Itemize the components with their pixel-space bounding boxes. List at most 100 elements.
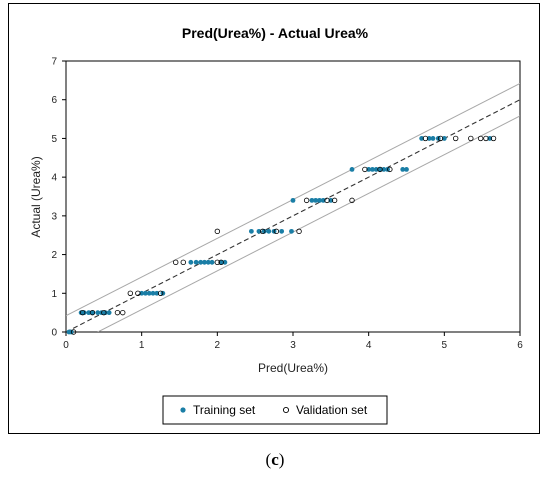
legend-marker-training: [180, 407, 186, 413]
caption-close: ): [278, 450, 285, 469]
x-tick-label: 4: [366, 340, 372, 351]
validation-point: [89, 309, 96, 316]
y-tick-label: 1: [51, 289, 57, 300]
chart-frame: [8, 3, 540, 434]
validation-point: [377, 166, 383, 173]
training-point: [370, 167, 375, 172]
training-point: [205, 259, 211, 265]
training-point: [441, 136, 447, 141]
validation-point: [120, 309, 126, 316]
training-point: [193, 259, 199, 265]
figure-caption: (c): [0, 450, 550, 470]
validation-point: [214, 259, 221, 266]
training-point: [320, 197, 326, 203]
validation-point: [260, 228, 266, 235]
training-point: [146, 290, 152, 296]
validation-point: [422, 135, 429, 142]
validation-point: [477, 135, 484, 142]
training-point: [373, 167, 379, 172]
training-point: [290, 197, 296, 203]
y-tick-label: 3: [51, 211, 57, 222]
scatter-chart: Pred(Urea%) - Actual Urea% 0 1 2 3 4 5 6 0 1 2 3 4…: [29, 25, 523, 425]
training-point: [256, 228, 262, 234]
validation-point: [362, 166, 368, 173]
x-tick-label: 0: [63, 340, 69, 351]
reference-lines: [66, 83, 520, 332]
validation-point: [173, 259, 179, 266]
training-point: [209, 259, 215, 265]
caption-letter: c: [271, 450, 279, 469]
training-point: [366, 167, 372, 172]
chart-title: Pred(Urea%) - Actual Urea%: [182, 25, 369, 41]
validation-point: [468, 135, 474, 142]
validation-point: [303, 197, 310, 204]
training-point: [198, 259, 204, 265]
training-point: [143, 290, 148, 296]
validation-point: [296, 228, 302, 235]
training-point: [309, 197, 315, 203]
training-point: [139, 290, 145, 296]
data-points: [66, 135, 497, 335]
legend: Training set Validation set: [162, 395, 388, 425]
x-tick-label: 5: [442, 340, 448, 351]
x-tick-label: 2: [215, 340, 221, 351]
x-tick-label: 6: [517, 340, 523, 351]
legend-label-training: Training set: [193, 403, 256, 417]
training-point: [377, 167, 383, 172]
training-point: [106, 310, 112, 316]
validation-point: [273, 228, 280, 235]
training-point: [95, 310, 101, 316]
training-point: [188, 259, 194, 265]
validation-point: [214, 228, 221, 235]
training-point: [349, 167, 355, 172]
validation-point: [349, 197, 355, 204]
training-point: [222, 259, 228, 265]
x-tick-label: 3: [290, 340, 296, 351]
legend-box: [162, 395, 388, 425]
validation-point: [331, 197, 338, 204]
y-tick-label: 0: [51, 328, 57, 339]
y-tick-label: 2: [51, 250, 57, 261]
validation-point: [79, 309, 86, 316]
training-point: [218, 259, 224, 265]
caption-open: (: [265, 450, 272, 469]
training-point: [248, 228, 254, 234]
training-point: [90, 310, 95, 316]
training-point: [279, 228, 285, 234]
training-point: [317, 197, 322, 203]
training-point: [81, 310, 87, 316]
validation-point: [101, 309, 107, 316]
training-point: [86, 310, 92, 316]
training-point: [404, 167, 409, 172]
training-point: [381, 167, 387, 172]
training-point: [266, 228, 272, 234]
x-axis-label: Pred(Urea%): [258, 361, 328, 375]
validation-point: [114, 309, 121, 316]
training-point: [430, 136, 436, 141]
training-point: [419, 136, 425, 141]
y-tick-label: 4: [51, 173, 57, 184]
training-point: [487, 136, 493, 141]
validation-point: [387, 166, 393, 173]
validation-point: [483, 135, 489, 142]
y-axis: 0 1 2 3 4 5 6 7: [51, 57, 66, 339]
validation-point: [180, 259, 186, 266]
legend-label-validation: Validation set: [296, 403, 368, 417]
training-point: [289, 228, 294, 234]
training-point: [400, 167, 406, 172]
y-tick-label: 5: [51, 134, 57, 145]
training-point: [313, 197, 319, 203]
training-point: [150, 290, 156, 296]
validation-point: [452, 135, 459, 142]
training-point: [261, 228, 267, 234]
x-axis: 0 1 2 3 4 5 6: [63, 332, 523, 351]
validation-point: [218, 259, 224, 266]
training-point: [426, 136, 432, 141]
training-point: [328, 197, 334, 203]
training-point: [202, 259, 207, 265]
validation-point: [157, 290, 164, 296]
y-tick-label: 6: [51, 95, 57, 106]
x-tick-label: 1: [139, 340, 145, 351]
y-tick-label: 7: [51, 57, 57, 68]
training-point: [154, 290, 160, 296]
